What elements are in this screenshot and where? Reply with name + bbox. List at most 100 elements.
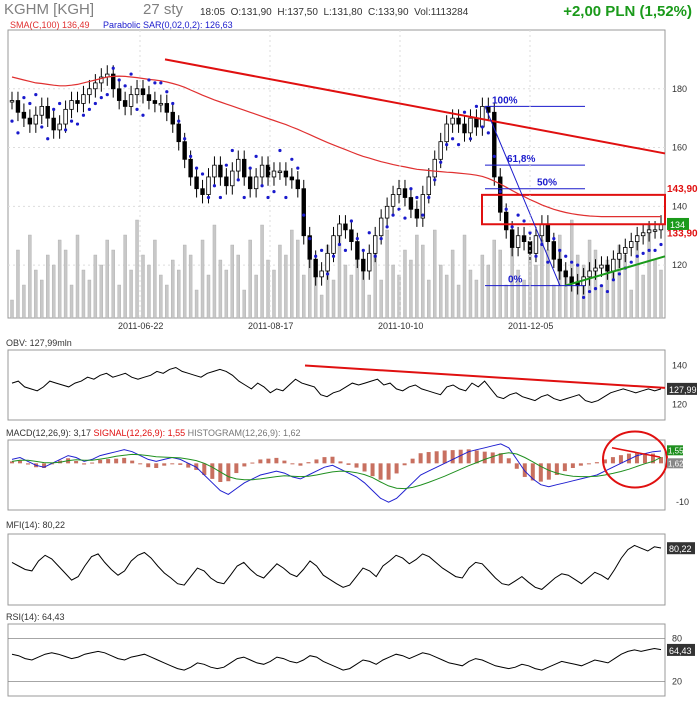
candle-body (605, 264, 610, 272)
macd-histogram-bar (218, 463, 223, 482)
price-y-tick-label: 180 (672, 84, 687, 94)
volume-bar (57, 239, 62, 319)
sar-dot (343, 248, 348, 253)
volume-value: Vol:1113284 (414, 7, 469, 18)
sar-dot (385, 225, 389, 229)
resistance-lower-label: 133,90 (667, 228, 698, 239)
candle-body (629, 241, 634, 248)
time-value: 18:05 (200, 7, 226, 18)
volume-bar (462, 234, 467, 319)
candle-body (170, 111, 175, 125)
volume-bar (260, 224, 264, 319)
macd-histogram-bar (98, 459, 103, 464)
candle-body (349, 229, 354, 242)
chart-header: KGHM [KGH] 27 sty 18:05 O:131,90 H:137,5… (0, 0, 700, 24)
candle-body (51, 117, 56, 131)
volume-bar (254, 274, 258, 319)
volume-bar (623, 254, 627, 319)
sar-dot (117, 78, 121, 82)
candle-body (277, 170, 283, 173)
macd-histogram-bar (170, 463, 175, 465)
sar-dot (296, 166, 300, 170)
candle-body (283, 170, 289, 178)
candle-body (182, 141, 187, 160)
rsi-last-badge (667, 643, 695, 656)
sar-dot (564, 254, 568, 258)
candle-body (444, 123, 449, 143)
sar-dot (34, 93, 38, 97)
macd-histogram-bar (346, 463, 351, 465)
sar-dot (391, 213, 395, 217)
candle-body (87, 88, 92, 96)
sar-dot (171, 101, 175, 106)
macd-histogram-bar (146, 463, 151, 468)
sar-dot (242, 195, 246, 200)
sar-dot (183, 137, 187, 141)
sar-dot (206, 195, 211, 200)
volume-bar (40, 279, 44, 319)
volume-bar (522, 279, 526, 319)
candle-body (652, 229, 658, 232)
macd-histogram-bar (522, 463, 527, 477)
sar-dot (40, 125, 44, 129)
volume-bar (504, 284, 508, 319)
macd-histogram-bar (106, 459, 111, 464)
sar-dot (254, 154, 258, 158)
macd-histogram-bar (402, 463, 407, 466)
hist-last-badge (667, 458, 683, 469)
volume-bar (641, 274, 645, 319)
candle-body (313, 258, 318, 278)
candle-body (599, 264, 604, 269)
macd-histogram-bar (546, 463, 551, 480)
signal-last-badge (667, 445, 683, 456)
volume-bar (593, 249, 598, 319)
macd-histogram-bar (10, 461, 14, 464)
candle-body (9, 100, 15, 103)
macd-histogram-bar (274, 457, 279, 464)
volume-bar (242, 289, 246, 319)
candle-body (93, 82, 98, 90)
price-panel (7, 29, 666, 319)
volume-bar (141, 254, 145, 319)
macd-histogram-bar (514, 463, 519, 469)
candle-body (81, 94, 86, 104)
volume-bar (343, 264, 348, 319)
mfi-last-label: 80,22 (669, 544, 692, 554)
macd-histogram-bar (82, 463, 87, 465)
candle-body (253, 176, 259, 190)
candle-body (45, 106, 50, 119)
volume-bar (415, 234, 419, 319)
mfi-line (11, 544, 662, 590)
macd-histogram-bar (554, 463, 559, 475)
volume-bar (147, 264, 151, 319)
candle-body (468, 117, 473, 134)
sar-dot (135, 107, 139, 111)
candle-body (206, 176, 211, 195)
candle-body (378, 217, 384, 237)
sar-dot (284, 195, 288, 200)
mfi-title: MFI(14): 80,22 (6, 520, 65, 530)
volume-bar (51, 264, 56, 319)
volume-bar (427, 279, 431, 319)
ticker-label: KGHM [KGH] (4, 1, 95, 18)
volume-bar (117, 284, 121, 319)
candle-body (331, 235, 336, 254)
sar-dot (28, 101, 32, 106)
volume-bar (206, 274, 211, 319)
sma-legend: SMA(C,100) 136,49 (10, 20, 90, 30)
fib-level-label: 61,8% (507, 154, 535, 165)
fib-level-label: 100% (492, 95, 518, 106)
sar-dot (337, 242, 342, 247)
macd-histogram-bar (114, 458, 119, 464)
sar-dot (302, 213, 306, 217)
sar-dot (123, 84, 127, 88)
candle-body (295, 179, 300, 190)
candle-body (111, 73, 116, 90)
resistance-trendline (164, 58, 666, 155)
sar-dot (659, 242, 663, 247)
candle-body (551, 241, 557, 260)
macd-legend-item: SIGNAL(12,26,9): 1,55 (91, 428, 185, 438)
volume-bar (629, 289, 633, 319)
candle-body (57, 123, 62, 131)
volume-bar (46, 254, 50, 319)
